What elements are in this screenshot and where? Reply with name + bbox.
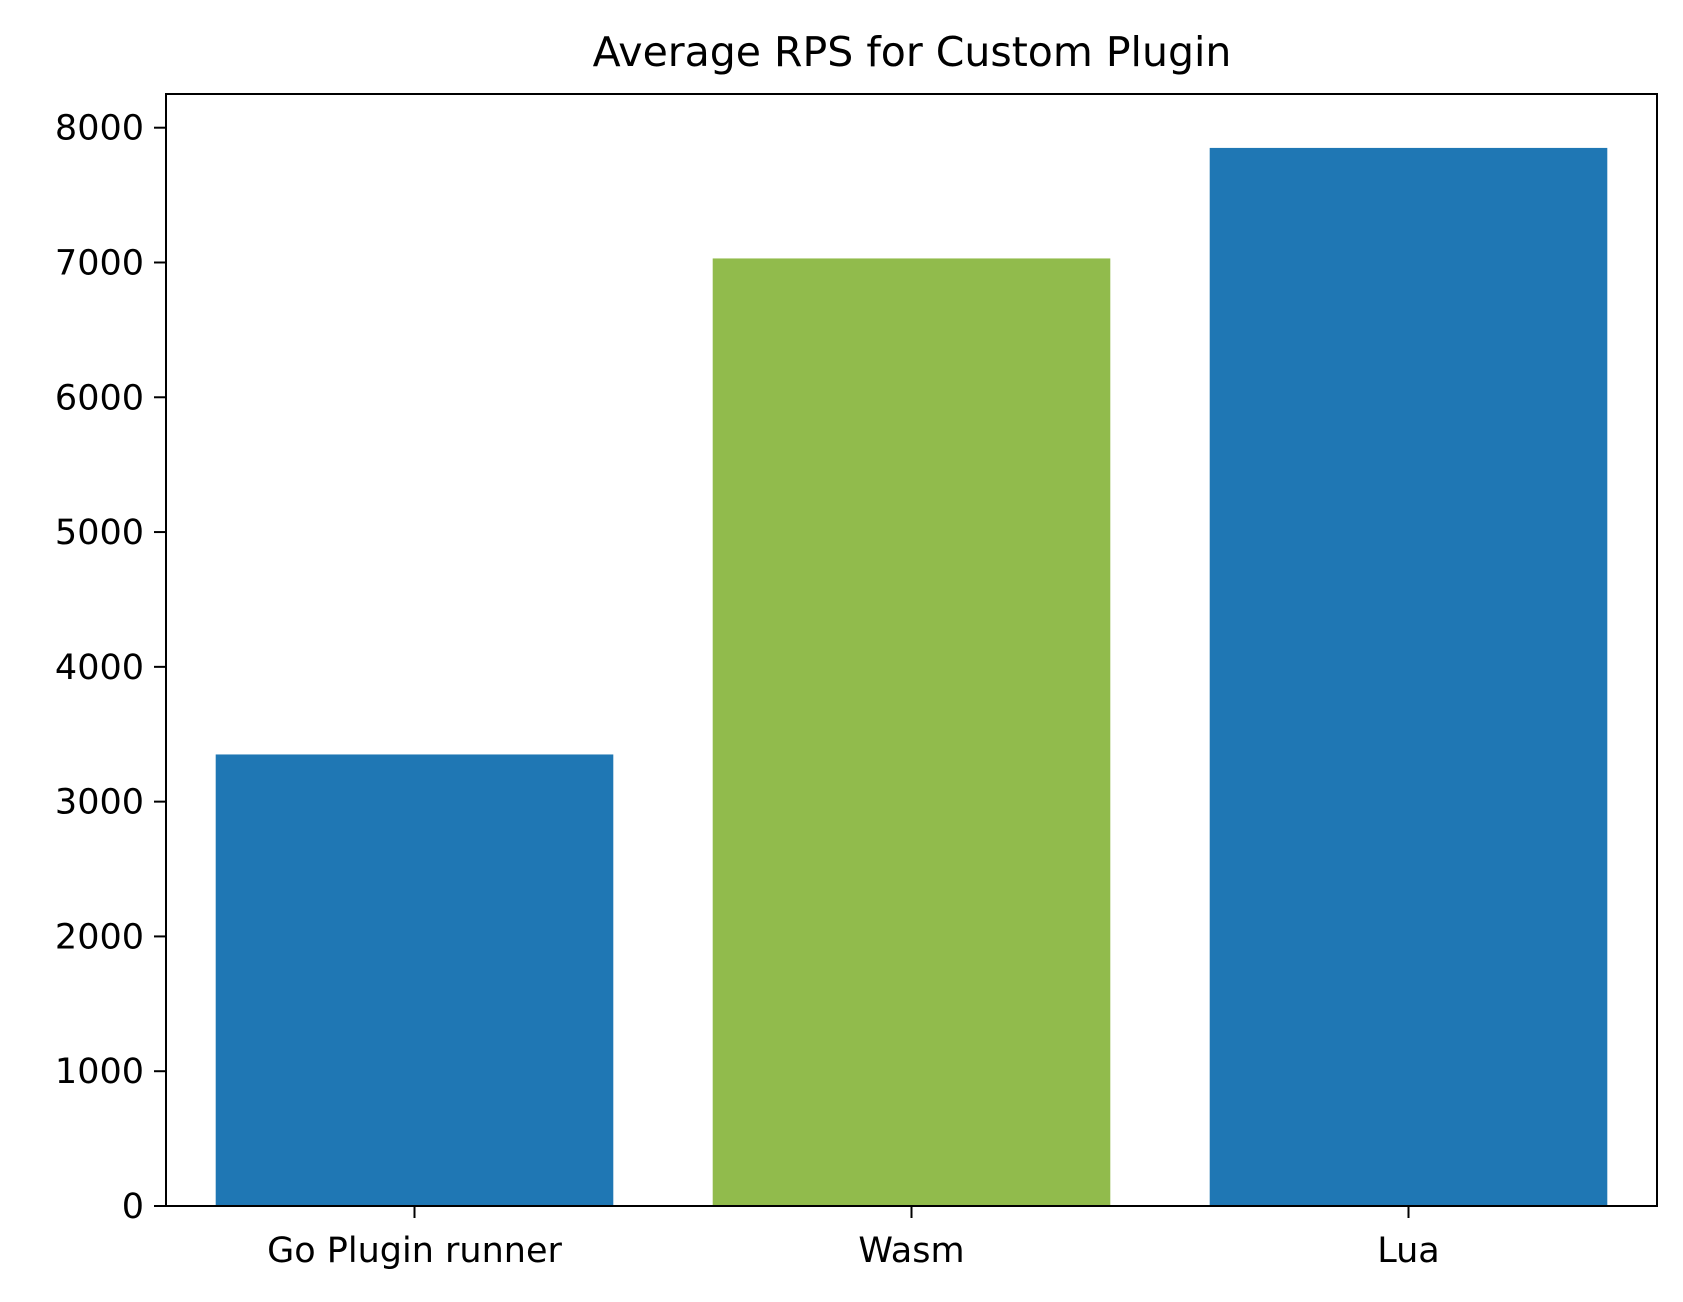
y-tick-label: 3000 <box>55 783 144 823</box>
y-tick-label: 5000 <box>55 513 144 553</box>
bar-wasm <box>712 258 1111 1206</box>
y-tick-label: 1000 <box>55 1052 144 1092</box>
y-tick-label: 4000 <box>55 648 144 688</box>
bar-lua <box>1209 147 1608 1206</box>
y-tick-label: 6000 <box>55 378 144 418</box>
x-tick-label: Lua <box>1377 1231 1440 1271</box>
bar-go-plugin-runner <box>215 754 614 1206</box>
plot-frame <box>165 93 1658 1207</box>
chart-title: Average RPS for Custom Plugin <box>593 28 1232 76</box>
y-tick-label: 8000 <box>55 109 144 149</box>
x-tick-label: Wasm <box>858 1231 964 1271</box>
y-tick-label: 0 <box>122 1187 144 1227</box>
y-tick-label: 7000 <box>55 243 144 283</box>
y-axis: 0 1000 2000 3000 4000 5000 6000 7000 8000 <box>55 109 166 1227</box>
x-axis: Go Plugin runner Wasm Lua <box>267 1206 1440 1271</box>
x-tick-label: Go Plugin runner <box>267 1231 562 1271</box>
bars-group <box>215 147 1608 1206</box>
y-tick-label: 2000 <box>55 917 144 957</box>
